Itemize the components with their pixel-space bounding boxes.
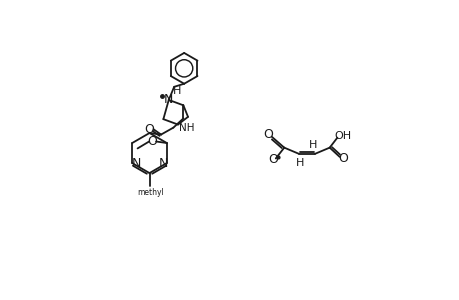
Text: O: O xyxy=(144,123,153,136)
Text: N: N xyxy=(163,93,172,106)
Text: O: O xyxy=(147,135,157,148)
Text: OH: OH xyxy=(334,131,351,141)
Text: methyl: methyl xyxy=(137,188,164,197)
Text: O: O xyxy=(263,128,273,141)
Text: N: N xyxy=(131,157,140,169)
Text: N: N xyxy=(158,157,168,169)
Text: NH: NH xyxy=(179,123,194,133)
Text: O: O xyxy=(337,152,347,165)
Text: H: H xyxy=(296,158,304,168)
Text: H: H xyxy=(173,86,181,96)
Text: O: O xyxy=(267,154,277,166)
Text: H: H xyxy=(308,140,317,150)
